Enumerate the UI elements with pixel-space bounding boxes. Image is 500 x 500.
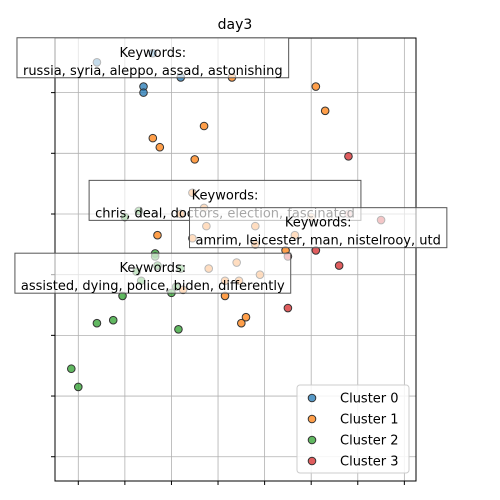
annotation-line: Keywords: xyxy=(285,216,352,231)
annotation-line: Keywords: xyxy=(119,261,186,276)
legend-item-3: Cluster 3 xyxy=(307,455,399,470)
annotation-line: assisted, dying, police, biden, differen… xyxy=(21,279,285,294)
point-cluster-2 xyxy=(73,382,83,392)
point-cluster-3 xyxy=(283,303,293,313)
point-cluster-1 xyxy=(237,318,246,328)
point-cluster-1 xyxy=(153,230,162,240)
legend-label: Cluster 0 xyxy=(340,392,399,407)
point-cluster-2 xyxy=(92,318,102,328)
annotation-box xyxy=(16,37,290,79)
point-cluster-2 xyxy=(67,364,76,374)
point-cluster-1 xyxy=(148,133,158,143)
point-cluster-1 xyxy=(155,142,165,152)
point-cluster-1 xyxy=(199,121,209,131)
keyword-annotation-0: Keywords: russia, syria, aleppo, assad, a… xyxy=(16,37,290,79)
legend-marker xyxy=(307,393,317,403)
point-cluster-3 xyxy=(334,261,344,270)
legend-item-0: Cluster 0 xyxy=(307,392,399,407)
chart-title: day3 xyxy=(218,17,253,33)
legend-marker xyxy=(307,456,317,466)
axis-ticks xyxy=(51,92,405,485)
point-cluster-2 xyxy=(174,324,183,334)
legend-label: Cluster 2 xyxy=(340,434,399,449)
annotation-line: Keywords: xyxy=(119,46,186,61)
keyword-annotation-2: Keywords: amrim, leicester, man, nistelro… xyxy=(189,207,448,249)
legend-marker xyxy=(307,435,317,445)
point-cluster-2 xyxy=(108,315,118,325)
legend-label: Cluster 1 xyxy=(340,413,399,428)
legend-marker xyxy=(307,414,317,424)
legend-item-1: Cluster 1 xyxy=(307,413,399,428)
keyword-annotation-3: Keywords: assisted, dying, police, biden,… xyxy=(14,252,292,294)
point-cluster-1 xyxy=(190,155,200,164)
annotation-line: Keywords: xyxy=(192,188,259,203)
point-cluster-3 xyxy=(344,152,353,161)
legend-box xyxy=(296,384,410,474)
legend: Cluster 0 Cluster 1 Cluster 2 Cluster 3 xyxy=(296,384,410,474)
point-cluster-1 xyxy=(320,106,330,116)
annotation-box xyxy=(14,252,292,294)
legend-label: Cluster 3 xyxy=(340,455,399,470)
point-cluster-1 xyxy=(311,82,321,91)
point-cluster-0 xyxy=(139,88,148,97)
point-cluster-1 xyxy=(241,312,251,322)
legend-item-2: Cluster 2 xyxy=(307,434,399,449)
annotation-line: russia, syria, aleppo, assad, astonishin… xyxy=(23,64,283,79)
annotation-box xyxy=(189,207,448,249)
keyword-annotations: Keywords: russia, syria, aleppo, assad, a… xyxy=(14,37,448,294)
annotation-line: amrim, leicester, man, nistelrooy, utd xyxy=(196,234,441,249)
